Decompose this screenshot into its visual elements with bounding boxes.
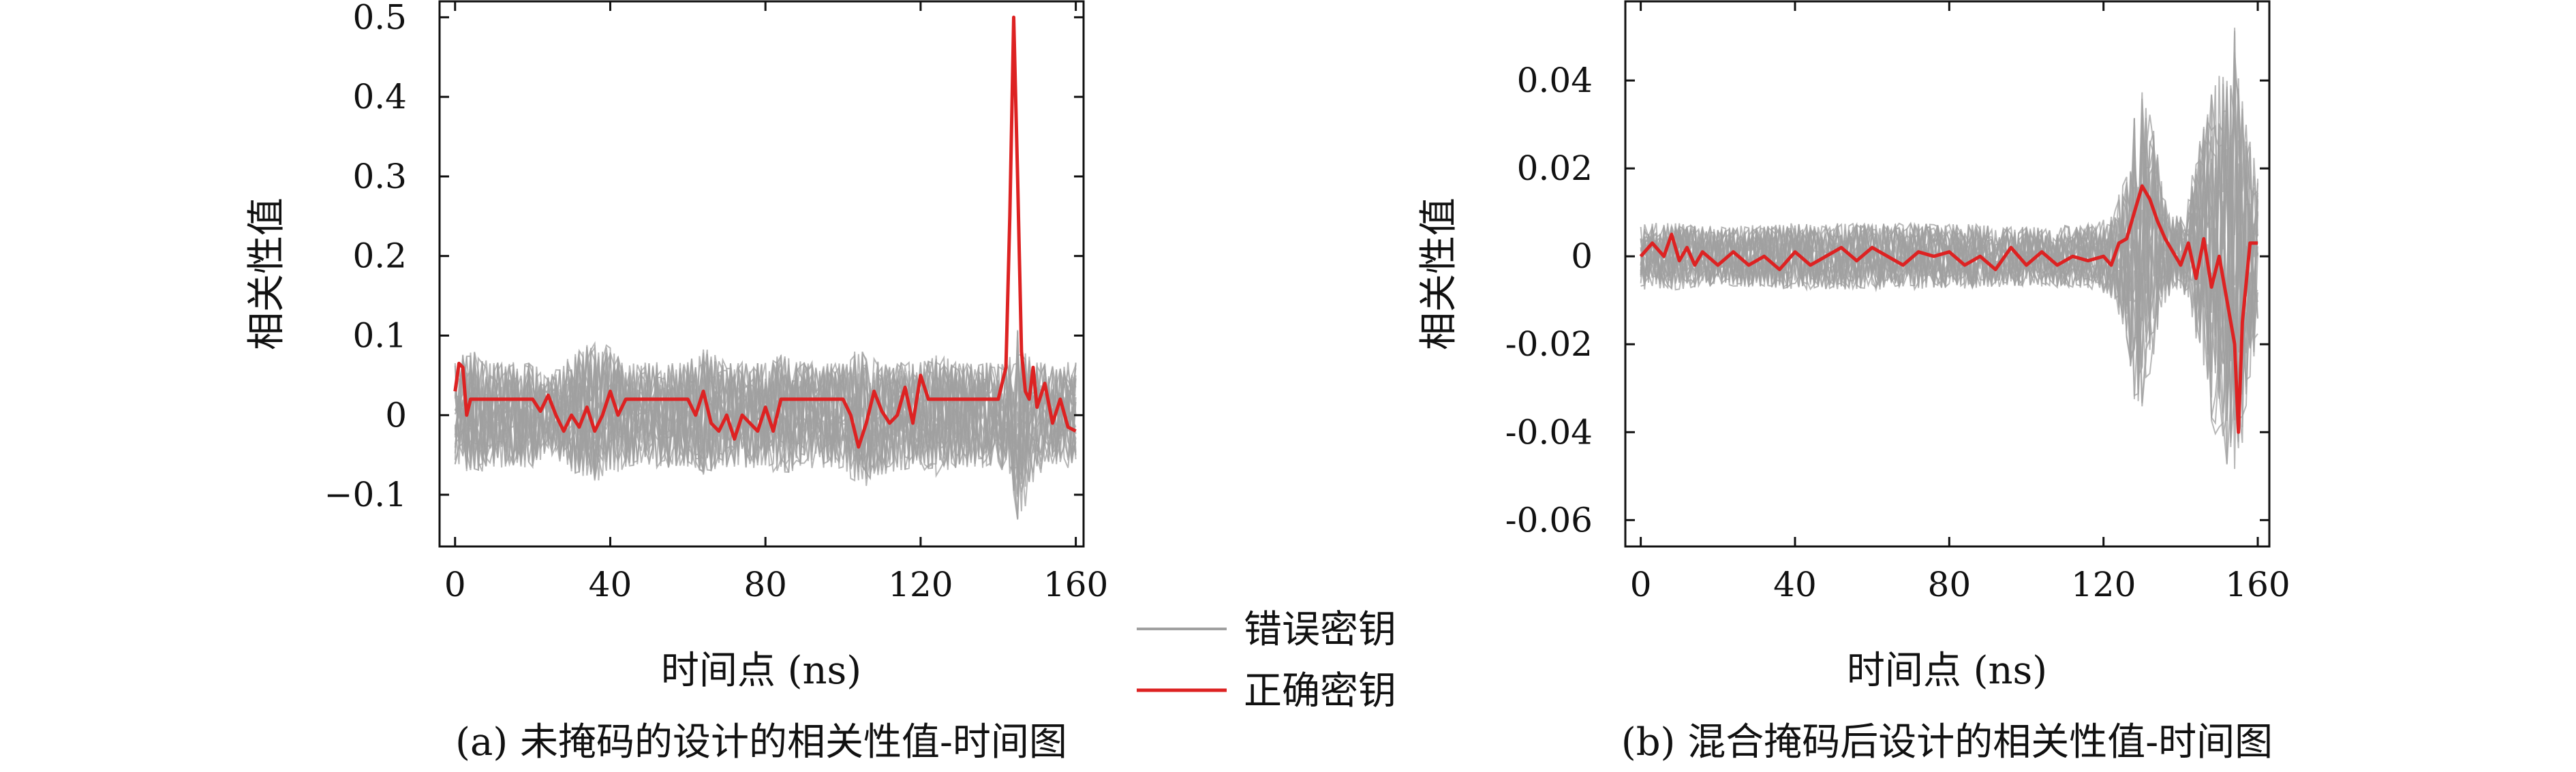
y-tick-label: 0.5: [352, 0, 407, 37]
plot-frame-a: [438, 0, 1085, 548]
legend-label-wrong-key: 错误密钥: [1244, 608, 1396, 652]
y-axis-b: -0.06 -0.04 -0.02 0 0.02 0.04: [1505, 61, 2269, 540]
x-tick-label: 0: [1630, 565, 1652, 604]
x-tick-label: 80: [743, 565, 787, 604]
wrong-key-traces-b: [1640, 27, 2258, 469]
correct-key-line-a: [453, 15, 1077, 449]
wrong-key-traces-a: [454, 330, 1077, 520]
wrong-key-trace: [454, 352, 1077, 480]
caption-a: (a) 未掩码的设计的相关性值-时间图: [455, 720, 1067, 765]
y-tick-label: 0: [1571, 236, 1593, 276]
x-axis-b: 0 40 80 120 160: [1630, 1, 2290, 604]
y-tick-label: −0.1: [324, 475, 407, 514]
x-tick-label: 120: [888, 565, 953, 604]
x-tick-label: 80: [1928, 565, 1972, 604]
y-tick-label: 0.1: [352, 316, 407, 356]
y-tick-label: -0.06: [1505, 500, 1593, 540]
plot-frame-b: [1624, 0, 2271, 548]
y-axis-label-a: 相关性值: [245, 198, 289, 350]
y-tick-label: -0.02: [1505, 324, 1593, 364]
wrong-key-trace: [454, 356, 1077, 481]
y-tick-label: 0.2: [352, 236, 407, 276]
wrong-key-trace: [454, 352, 1077, 497]
x-axis-label-a: 时间点 (ns): [661, 649, 861, 693]
y-axis-label-b: 相关性值: [1417, 198, 1461, 350]
chart-panel-a: 0 40 80 120 160 −0.1 0 0.1 0.2 0.3 0.4 0.5 相关性值 时间…: [245, 0, 1108, 765]
y-tick-label: -0.04: [1505, 412, 1593, 452]
legend-label-correct-key: 正确密钥: [1244, 669, 1396, 713]
y-tick-label: 0.3: [352, 157, 407, 196]
x-tick-label: 160: [1043, 565, 1108, 604]
y-tick-label: 0.04: [1517, 61, 1593, 100]
y-tick-label: 0: [385, 395, 407, 435]
x-tick-label: 120: [2071, 565, 2136, 604]
legend: 错误密钥 正确密钥: [1137, 608, 1396, 713]
x-tick-label: 0: [444, 565, 466, 604]
wrong-key-trace: [1640, 78, 2258, 380]
y-tick-label: 0.02: [1517, 149, 1593, 188]
y-tick-label: 0.4: [352, 77, 407, 117]
chart-panel-b: 0 40 80 120 160 -0.06 -0.04 -0.02 0 0.02 0.04 相关性…: [1417, 0, 2290, 765]
x-tick-label: 40: [589, 565, 632, 604]
wrong-key-trace: [454, 330, 1077, 474]
x-axis-a: 0 40 80 120 160: [444, 1, 1108, 604]
x-tick-label: 160: [2225, 565, 2290, 604]
x-axis-label-b: 时间点 (ns): [1847, 649, 2047, 693]
caption-b: (b) 混合掩码后设计的相关性值-时间图: [1621, 720, 2273, 765]
correct-key-line-b: [1639, 184, 2258, 434]
x-tick-label: 40: [1773, 565, 1817, 604]
y-axis-a: −0.1 0 0.1 0.2 0.3 0.4 0.5: [324, 0, 1084, 514]
